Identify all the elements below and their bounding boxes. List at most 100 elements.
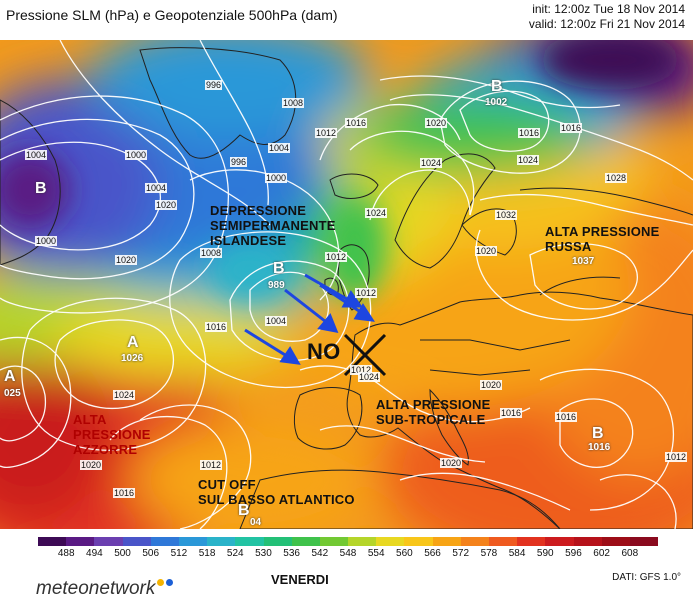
- isobar-label: 1012: [325, 252, 348, 262]
- isobar-label: 1004: [145, 183, 168, 193]
- colorbar-cell: [545, 537, 574, 546]
- colorbar-tick-label: 572: [452, 548, 470, 559]
- colorbar-cell: [573, 537, 602, 546]
- coastlines: [0, 47, 693, 529]
- isobar-label: 1016: [518, 128, 541, 138]
- logo-dot-yellow: [157, 579, 165, 586]
- geopotential-detail: [0, 40, 680, 300]
- low-pressure-value: 04: [250, 517, 262, 528]
- isobar-label: 1000: [265, 173, 288, 183]
- map-title: Pressione SLM (hPa) e Geopotenziale 500h…: [6, 7, 338, 23]
- isobar-label: 1000: [125, 150, 148, 160]
- colorbar-tick-label: 500: [114, 548, 131, 559]
- colorbar-tick-label: 512: [170, 548, 188, 559]
- colorbar-tick-label: 536: [283, 548, 300, 559]
- colorbar-cell: [263, 537, 292, 546]
- isobar-label: 1008: [200, 248, 223, 258]
- isobar-label: 1012: [315, 128, 338, 138]
- colorbar-cell: [489, 537, 518, 546]
- isobar-label: 1020: [440, 458, 463, 468]
- isobar-label: 1000: [35, 236, 58, 246]
- isobar-label: 1024: [420, 158, 443, 168]
- colorbar-ticks: 488 494 500 506 512 518 524 530 536 542 548 554 560 5…: [38, 548, 658, 562]
- annotation-cut-off: CUT OFF SUL BASSO ATLANTICO: [198, 477, 355, 507]
- colorbar-tick-label: 548: [339, 548, 357, 559]
- colorbar-tick-label: 602: [593, 548, 610, 559]
- map-canvas: [0, 40, 693, 529]
- isobar-label: 1024: [517, 155, 540, 165]
- colorbar-cell: [432, 537, 461, 546]
- isobar-label: 996: [205, 80, 223, 90]
- isobar-label: 1008: [282, 98, 305, 108]
- colorbar-cell: [404, 537, 433, 546]
- isobar-label: 1020: [80, 460, 103, 470]
- data-source: DATI: GFS 1.0°: [612, 572, 681, 583]
- isobar-label: 1012: [200, 460, 223, 470]
- low-pressure-value: 1002: [485, 97, 508, 108]
- colorbar-tick-label: 494: [86, 548, 103, 559]
- colorbar-cell: [319, 537, 349, 546]
- isobar-label: 1016: [113, 488, 136, 498]
- colorbar-cell: [122, 537, 151, 546]
- high-pressure-center: A: [4, 368, 16, 385]
- colorbar-cell: [178, 537, 208, 546]
- colorbar-tick-label: 590: [536, 548, 554, 559]
- run-info: init: 12:00z Tue 18 Nov 2014 valid: 12:0…: [529, 2, 685, 32]
- isobar-label: 1024: [358, 372, 381, 382]
- meteonetwork-logo: meteonetwork: [36, 578, 174, 600]
- isobar-label: 1016: [205, 322, 228, 332]
- isobar-label: 1020: [155, 200, 178, 210]
- forecast-day: VENERDI: [271, 572, 329, 587]
- isobar-label: 1016: [345, 118, 368, 128]
- colorbar-cell: [376, 537, 405, 546]
- colorbar-tick-label: 560: [396, 548, 413, 559]
- high-pressure-center: A: [127, 334, 139, 351]
- isobar-label: 1004: [265, 316, 288, 326]
- low-pressure-center: B: [273, 260, 285, 277]
- isobar-label: 1028: [605, 173, 628, 183]
- high-pressure-value: 1026: [121, 353, 144, 364]
- colorbar-tick-label: 596: [565, 548, 582, 559]
- colorbar-cell: [517, 537, 546, 546]
- annotation-no: NO: [307, 339, 341, 364]
- colorbar-cell: [38, 537, 67, 546]
- high-pressure-value: 025: [4, 388, 21, 399]
- isobar-label: 996: [230, 157, 248, 167]
- colorbar-tick-label: 584: [508, 548, 526, 559]
- isobar-label: 1020: [475, 246, 498, 256]
- low-pressure-value: 989: [268, 280, 285, 291]
- annotation-alta-subtropicale: ALTA PRESSIONE SUB-TROPICALE: [376, 397, 491, 427]
- high-pressure-value: 1037: [572, 256, 595, 267]
- logo-dot-blue: [166, 579, 174, 586]
- low-pressure-center: B: [491, 78, 503, 95]
- colorbar-cell: [348, 537, 377, 546]
- colorbar-cell: [66, 537, 95, 546]
- colorbar-tick-label: 518: [198, 548, 216, 559]
- isobar-label: 1004: [25, 150, 48, 160]
- isobar-label: 1020: [425, 118, 448, 128]
- isobar-label: 1012: [665, 452, 688, 462]
- isobar-label: 1016: [555, 412, 578, 422]
- isobar-label: 1012: [355, 288, 378, 298]
- colorbar-tick-label: 530: [255, 548, 272, 559]
- isobar-label: 1032: [495, 210, 518, 220]
- colorbar-cell: [94, 537, 123, 546]
- low-pressure-center: B: [238, 502, 250, 519]
- colorbar-tick-label: 524: [226, 548, 244, 559]
- isobar-label: 1024: [365, 208, 388, 218]
- colorbar-cell: [291, 537, 320, 546]
- isobar-label: 1020: [480, 380, 503, 390]
- annotation-depressione: DEPRESSIONE SEMIPERMANENTE ISLANDESE: [210, 203, 336, 248]
- forecast-map: 996 1004 1000 996 1008 1000 1004 1016 10…: [0, 40, 693, 529]
- colorbar-tick-label: 542: [311, 548, 329, 559]
- colorbar-tick-label: 608: [621, 548, 639, 559]
- isobar-label: 1012: [350, 365, 373, 375]
- isobar-label: 1016: [560, 123, 583, 133]
- wind-arrows: [244, 273, 375, 365]
- colorbar-cell: [150, 537, 179, 546]
- isobars: [0, 40, 693, 529]
- colorbar-tick-label: 566: [424, 548, 441, 559]
- colorbar-tick-label: 488: [57, 548, 75, 559]
- init-time: init: 12:00z Tue 18 Nov 2014: [532, 2, 685, 16]
- low-pressure-center: B: [592, 425, 604, 442]
